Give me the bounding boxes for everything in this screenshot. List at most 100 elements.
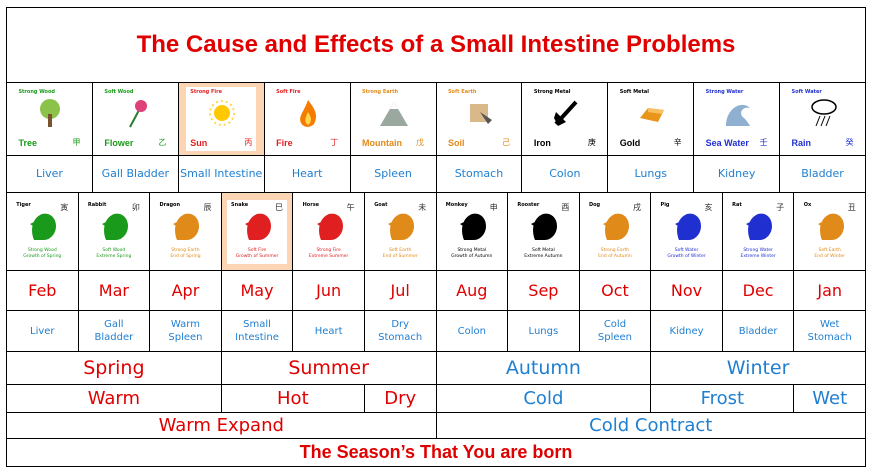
stem-name: Iron: [533, 138, 551, 148]
branch-cell: Snake 巳 Soft Fire Growth of Summer: [221, 193, 294, 271]
climate-warm: Warm: [7, 385, 222, 413]
branch-description: Soft Metal Extreme Autumn: [513, 248, 573, 260]
branch-organ: Bladder: [722, 311, 795, 352]
climate-hot: Hot: [221, 385, 365, 413]
stem-label: Strong Water: [705, 89, 744, 95]
stem-character: 癸: [845, 138, 854, 147]
branch-character: 戌: [632, 202, 641, 212]
phase-text: Growth of Summer: [235, 253, 279, 259]
stem-cell: Soft Earth Soil 己: [436, 83, 523, 156]
stem-cell: Soft Fire Fire 丁: [264, 83, 351, 156]
climate-wet: Wet: [794, 385, 866, 413]
stem-cell: Strong Metal Iron 庚: [522, 83, 609, 156]
phase-text: Extreme Autumn: [524, 253, 563, 259]
animal-name: Tiger: [16, 201, 31, 208]
organ-text: Heart: [315, 325, 343, 338]
stem-label: Soft Wood: [104, 89, 134, 95]
branch-card: Monkey 申 Strong Metal Growth of Autumn: [441, 199, 502, 264]
branch-organ: Warm Spleen: [150, 311, 222, 352]
organ-text: Colon: [458, 325, 486, 338]
branch-description: Strong Water Extreme Winter: [728, 248, 788, 260]
branch-card: Dragon 辰 Strong Earth End of Spring: [155, 199, 216, 264]
stem-label: Strong Metal: [533, 89, 571, 95]
season-spring: Spring: [7, 352, 222, 385]
stem-card: Soft Earth Soil 己: [443, 87, 514, 151]
organ-text: Gall Bladder: [95, 318, 134, 344]
organ-text: Bladder: [739, 325, 778, 338]
season-winter: Winter: [651, 352, 866, 385]
organ-text: Wet Stomach: [808, 318, 852, 344]
stem-card: Strong Wood Tree 甲: [14, 87, 85, 151]
phase-text: Growth of Winter: [667, 253, 706, 259]
pig-icon: [673, 210, 703, 242]
month-cell: Apr: [150, 271, 222, 311]
element-text: Strong Metal: [457, 247, 487, 253]
branch-cell: Ox 丑 Soft Earth End of Winter: [794, 193, 866, 271]
tree-icon: [36, 98, 64, 128]
stem-card: Strong Earth Mountain 戊: [358, 87, 429, 151]
stem-character: 庚: [587, 138, 596, 147]
fire-icon: [294, 98, 322, 128]
organ-line-2: Bladder: [94, 332, 134, 343]
branch-description: Strong Metal Growth of Autumn: [442, 248, 502, 260]
stem-organ: Gall Bladder: [92, 156, 179, 193]
branch-cell: Dragon 辰 Strong Earth End of Spring: [150, 193, 222, 271]
branch-description: Soft Fire Growth of Summer: [227, 248, 287, 260]
stem-label: Strong Earth: [362, 89, 399, 95]
stem-card: Strong Metal Iron 庚: [529, 87, 600, 151]
branch-description: Strong Earth End of Autumn: [585, 248, 645, 260]
branch-description: Strong Fire Extreme Summer: [299, 248, 359, 260]
stem-character: 甲: [72, 138, 81, 147]
element-text: Soft Metal: [531, 247, 555, 253]
stem-character: 戊: [416, 138, 425, 147]
organ-line-1: Gall: [104, 319, 124, 330]
branch-character: 酉: [561, 202, 570, 212]
five-elements-table: The Cause and Effects of a Small Intesti…: [6, 7, 866, 467]
stem-organ: Kidney: [694, 156, 781, 193]
phase-text: Extreme Winter: [740, 253, 776, 259]
animal-name: Dog: [588, 201, 601, 208]
branch-description: Soft Water Growth of Winter: [657, 248, 717, 260]
rooster-icon: [529, 210, 559, 242]
animal-name: Snake: [231, 201, 249, 208]
branch-character: 寅: [60, 202, 69, 212]
branch-card: Horse 午 Strong Fire Extreme Summer: [298, 199, 359, 264]
organ-line-1: Heart: [314, 325, 343, 337]
phase-text: Growth of Spring: [23, 253, 62, 259]
stem-card: Soft Metal Gold 辛: [615, 87, 686, 151]
wave-icon: [724, 98, 752, 128]
month-cell: Jan: [794, 271, 866, 311]
climate-frost: Frost: [651, 385, 795, 413]
month-cell: Dec: [722, 271, 795, 311]
monkey-icon: [458, 210, 488, 242]
animal-name: Dragon: [159, 201, 181, 208]
flower-icon: [122, 98, 150, 128]
branch-character: 亥: [704, 202, 713, 212]
organ-line-1: Wet: [820, 319, 840, 330]
organ-text: Cold Spleen: [598, 318, 632, 344]
stem-cell: Soft Wood Flower 乙: [92, 83, 179, 156]
stem-card: Strong Water Sea Water 壬: [701, 87, 772, 151]
branch-description: Strong Earth End of Spring: [155, 248, 215, 260]
element-text: Strong Wood: [27, 247, 57, 253]
animal-name: Horse: [302, 201, 320, 208]
branch-card: Rooster 酉 Soft Metal Extreme Autumn: [513, 199, 574, 264]
stem-label: Strong Wood: [18, 89, 55, 95]
branch-character: 辰: [203, 202, 212, 212]
branch-cell: Pig 亥 Soft Water Growth of Winter: [651, 193, 723, 271]
branch-character: 巳: [275, 202, 284, 212]
organ-line-1: Warm: [170, 319, 200, 330]
month-cell: Nov: [651, 271, 723, 311]
organ-line-2: Stomach: [378, 332, 423, 343]
stem-card: Strong Fire Sun 丙: [186, 87, 257, 151]
month-cell: Mar: [78, 271, 151, 311]
warm-expand: Warm Expand: [7, 413, 437, 439]
goat-icon: [386, 210, 416, 242]
organ-line-1: Dry: [391, 319, 410, 330]
page-title: The Cause and Effects of a Small Intesti…: [7, 8, 866, 83]
branch-organ: Kidney: [651, 311, 723, 352]
gold-bar-icon: [638, 98, 666, 128]
branch-organ: Small Intestine: [221, 311, 294, 352]
branch-character: 子: [776, 202, 785, 212]
animal-name: Ox: [803, 201, 812, 208]
